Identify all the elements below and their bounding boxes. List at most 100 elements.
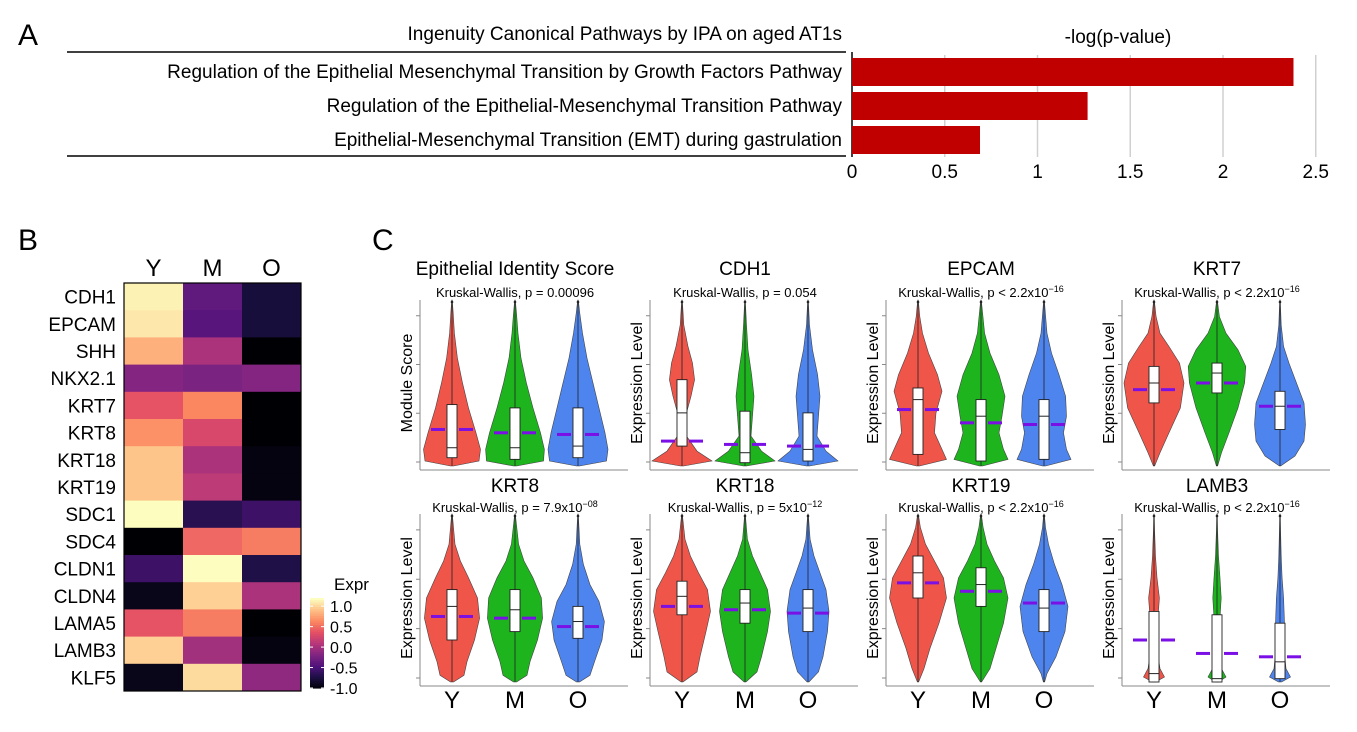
heatmap-legend-swatch xyxy=(310,600,324,604)
violin-group-label: O xyxy=(569,687,588,714)
violin-box xyxy=(509,407,521,460)
heatmap-row-label: CLDN4 xyxy=(54,587,117,608)
violin-box xyxy=(1148,365,1160,404)
violin-group-label: M xyxy=(735,687,755,714)
heatmap-legend-swatch xyxy=(310,629,324,633)
violin-panel: EPCAM Kruskal-Wallis, p < 2.2x10−16 Expres… xyxy=(865,259,1094,471)
heatmap-cell xyxy=(124,473,184,502)
heatmap-row-label: NKX2.1 xyxy=(51,369,116,390)
violin-panels: Epithelial Identity Score Kruskal-Wallis,… xyxy=(399,259,1330,714)
heatmap-legend-tick-label: -0.5 xyxy=(330,661,358,678)
violin-group-label: M xyxy=(971,687,991,714)
pathway-chart-title: Ingenuity Canonical Pathways by IPA on a… xyxy=(408,24,842,45)
violin-panel: KRT7 Kruskal-Wallis, p < 2.2x10−16 Express… xyxy=(1101,259,1330,471)
violin-stat-label: Kruskal-Wallis, p = 0.054 xyxy=(673,285,817,300)
heatmap-legend-swatch xyxy=(310,679,324,682)
heatmap-legend-swatch xyxy=(310,681,324,685)
violin-outlier-point xyxy=(979,514,983,518)
violin-outlier-point xyxy=(450,514,454,518)
heatmap-legend-swatch xyxy=(310,616,324,619)
violin-panel-title: Epithelial Identity Score xyxy=(416,259,615,280)
pathway-bar xyxy=(852,58,1294,86)
violin-box xyxy=(509,589,521,633)
heatmap-cell xyxy=(242,473,302,502)
pathway-x-tick-label: 2 xyxy=(1218,162,1229,183)
heatmap-row-label: KRT19 xyxy=(57,478,116,499)
heatmap-legend-swatch xyxy=(310,667,324,671)
heatmap-border xyxy=(123,282,302,692)
heatmap-legend-swatch xyxy=(310,620,324,624)
heatmap-legend-swatch xyxy=(310,636,324,640)
heatmap-legend-swatch xyxy=(310,634,324,637)
violin-box xyxy=(572,407,584,459)
violin-outlier-point xyxy=(916,300,920,304)
heatmap-row-label: CLDN1 xyxy=(54,560,116,581)
violin-outlier-point xyxy=(450,300,454,304)
violin-box xyxy=(1038,589,1050,633)
violin-y-axis-label: Expression Level xyxy=(629,537,646,659)
violin-box xyxy=(739,589,751,624)
heatmap-cell xyxy=(242,500,302,529)
violin-panel: KRT18 Kruskal-Wallis, p = 5x10−12 Expressi… xyxy=(629,476,858,714)
heatmap-column-label: Y xyxy=(145,255,161,282)
heatmap-cell xyxy=(242,555,302,583)
pathway-category-label: Regulation of the Epithelial Mesenchymal… xyxy=(167,62,842,83)
pathway-category-label: Epithelial-Mesenchymal Transition (EMT) … xyxy=(334,130,842,151)
heatmap-legend-swatch xyxy=(310,652,324,655)
violin-group-label: M xyxy=(1207,687,1227,714)
violin-stat-label: Kruskal-Wallis, p = 0.00096 xyxy=(436,285,594,300)
heatmap-row-label: SDC1 xyxy=(65,505,116,526)
pathway-bar xyxy=(852,126,980,154)
violin-panel: CDH1 Kruskal-Wallis, p = 0.054 Expression … xyxy=(629,259,858,471)
violin-stat-label: Kruskal-Wallis, p < 2.2x10−16 xyxy=(1134,499,1299,515)
violin-group-label: M xyxy=(505,687,525,714)
violin-y-axis-label: Expression Level xyxy=(1101,537,1118,659)
violin-panel: Epithelial Identity Score Kruskal-Wallis,… xyxy=(399,259,628,471)
heatmap-cell xyxy=(183,663,243,692)
heatmap-legend-swatch xyxy=(310,656,324,660)
heatmap-legend-swatch xyxy=(310,609,324,613)
heatmap-row-label: KLF5 xyxy=(71,668,116,689)
pathway-x-tick-label: 1 xyxy=(1032,162,1043,183)
violin-box xyxy=(802,589,814,633)
heatmap-row-label: SDC4 xyxy=(65,532,116,553)
violin-group-label: Y xyxy=(674,687,690,714)
heatmap-column-label: O xyxy=(262,255,281,282)
heatmap-legend-tick-label: 0.0 xyxy=(330,640,352,657)
heatmap-cell xyxy=(183,446,243,474)
heatmap-legend-swatch xyxy=(310,613,324,617)
violin-outlier-point xyxy=(743,300,747,304)
violin-group-label: O xyxy=(799,687,818,714)
violin-box xyxy=(676,580,688,616)
violin-outlier-point xyxy=(1278,514,1282,518)
heatmap-cell xyxy=(183,364,243,393)
violin-outlier-point xyxy=(806,514,810,518)
violin-box xyxy=(912,387,924,455)
heatmap-legend-swatch xyxy=(310,645,324,649)
violin-outlier-point xyxy=(1278,300,1282,304)
heatmap-cell xyxy=(183,283,243,311)
heatmap-legend-swatch xyxy=(310,654,324,658)
heatmap-cell xyxy=(242,663,302,692)
panel-label-a: A xyxy=(18,19,38,52)
heatmap-cell xyxy=(124,364,184,393)
violin-outlier-point xyxy=(680,514,684,518)
violin-outlier-point xyxy=(1042,514,1046,518)
heatmap-row-label: CDH1 xyxy=(64,288,116,309)
pathway-x-axis-title: -log(p-value) xyxy=(1065,27,1172,48)
heatmap-legend-swatch xyxy=(310,625,324,628)
violin-outlier-point xyxy=(1042,300,1046,304)
heatmap-cell xyxy=(242,310,302,338)
heatmap-legend-swatch xyxy=(310,622,324,626)
violin-outlier-point xyxy=(1215,300,1219,304)
violin-box xyxy=(975,399,987,462)
violin-outlier-point xyxy=(513,514,517,518)
heatmap-column-label: M xyxy=(203,255,223,282)
heatmap-legend-swatch xyxy=(310,604,324,608)
violin-y-axis-label: Expression Level xyxy=(865,322,882,444)
heatmap-row-label: SHH xyxy=(76,342,116,363)
violin-stat-label: Kruskal-Wallis, p = 7.9x10−08 xyxy=(432,499,597,515)
heatmap-legend-swatch xyxy=(310,611,324,615)
heatmap-cell xyxy=(124,337,184,366)
